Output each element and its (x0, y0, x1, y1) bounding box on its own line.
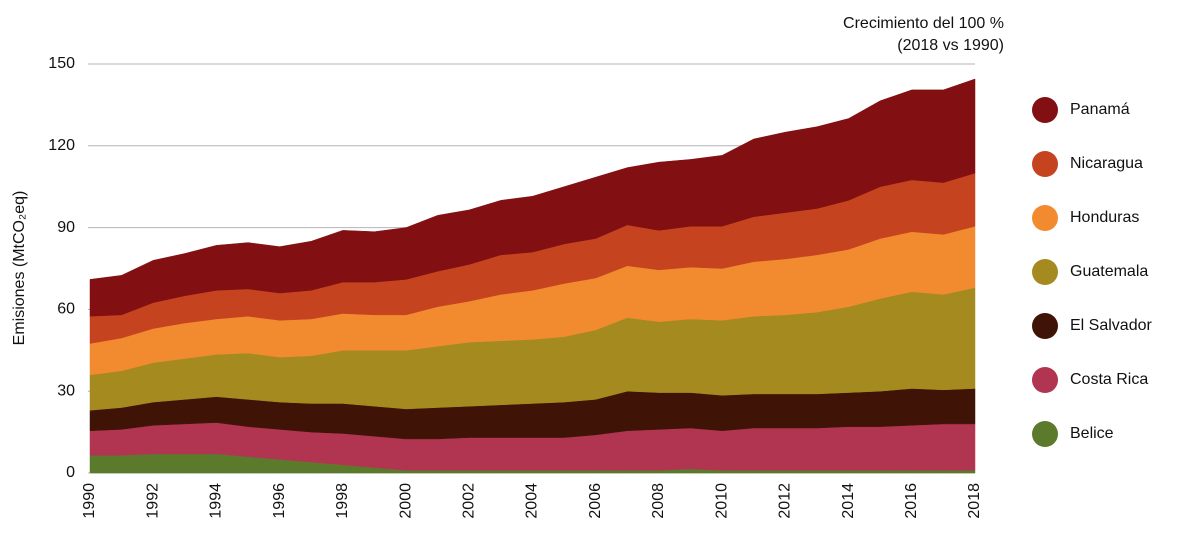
x-tick-label: 1996 (271, 483, 288, 519)
legend-label: Nicaragua (1070, 155, 1143, 172)
layer (89, 78, 976, 474)
legend-label: Costa Rica (1070, 371, 1148, 388)
x-tick-label: 2004 (524, 483, 541, 519)
legend-swatch (1032, 367, 1058, 393)
legend-swatch (1032, 313, 1058, 339)
legend-label: Honduras (1070, 209, 1139, 226)
y-tick-label: 120 (48, 137, 75, 154)
x-tick-label: 2016 (903, 483, 920, 519)
legend-swatch (1032, 97, 1058, 123)
legend-swatch (1032, 421, 1058, 447)
y-tick-label: 60 (57, 301, 75, 318)
x-tick-label: 2008 (650, 483, 667, 519)
legend-label: El Salvador (1070, 317, 1152, 334)
x-tick-label: 2000 (397, 483, 414, 519)
x-tick-label: 1992 (144, 483, 161, 519)
x-tick-label: 1994 (208, 483, 225, 519)
y-tick-label: 0 (66, 464, 75, 481)
x-tick-label: 2018 (966, 483, 983, 519)
x-tick-label: 2012 (777, 483, 794, 519)
y-tick-label: 30 (57, 382, 75, 399)
annotation: Crecimiento del 100 % (843, 15, 1004, 32)
legend-swatch (1032, 205, 1058, 231)
legend-swatch (1032, 259, 1058, 285)
x-tick-label: 2010 (713, 483, 730, 519)
legend-label: Belice (1070, 425, 1114, 442)
y-tick-label: 90 (57, 219, 75, 236)
y-axis-label: Emisiones (MtCO₂eq) (11, 191, 28, 346)
x-tick-label: 1990 (81, 483, 98, 519)
legend-swatch (1032, 151, 1058, 177)
layer: 0 30 60 90 120 150 1990 1992 1994 1996 1998 2000 200… (48, 55, 1152, 518)
x-tick-label: 1998 (334, 483, 351, 519)
legend-label: Guatemala (1070, 263, 1148, 280)
area (89, 78, 976, 317)
y-tick-label: 150 (48, 55, 75, 72)
annotation: (2018 vs 1990) (897, 37, 1004, 54)
legend-label: Panamá (1070, 101, 1130, 118)
x-tick-label: 2014 (840, 483, 857, 519)
x-tick-label: 2006 (587, 483, 604, 519)
x-tick-label: 2002 (461, 483, 478, 519)
